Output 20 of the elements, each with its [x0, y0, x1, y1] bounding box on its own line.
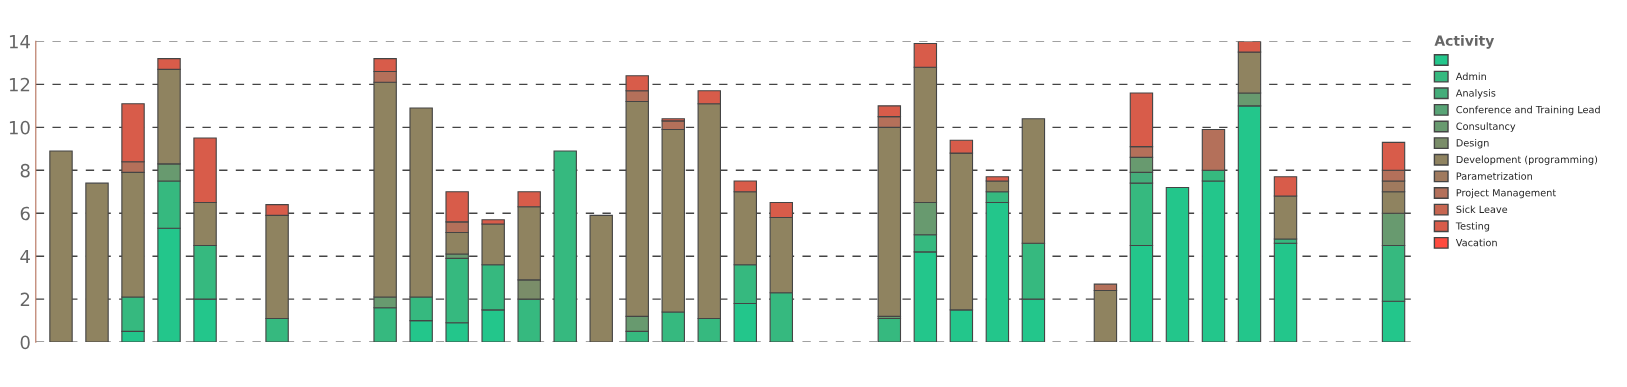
- y-tick-label: 14: [9, 35, 30, 49]
- y-tick-label: 10: [9, 120, 30, 135]
- legend-label: Development (programming): [1456, 155, 1598, 166]
- y-tick-label: 0: [20, 335, 30, 350]
- legend-label: Testing: [1455, 222, 1490, 232]
- legend-label: Analysis: [1455, 89, 1496, 99]
- legend-label: Consultancy: [1456, 122, 1516, 132]
- legend-label: Admin: [1455, 72, 1486, 81]
- legend-label: Project Management: [1456, 188, 1556, 199]
- y-tick-label: 6: [20, 206, 30, 221]
- y-tick-label: 4: [20, 249, 30, 264]
- legend-label: Parametrization: [1456, 172, 1532, 180]
- legend-label: Conference and Training Lead: [1456, 105, 1600, 116]
- y-tick-label: 8: [20, 163, 30, 178]
- legend-title: Activity: [1434, 35, 1495, 49]
- legend-label: Design: [1456, 139, 1489, 149]
- y-tick-label: 2: [20, 292, 30, 307]
- legend-label: Vacation: [1455, 238, 1497, 247]
- y-tick-label: 12: [9, 77, 30, 92]
- legend-label: Sick Leave: [1456, 205, 1508, 214]
